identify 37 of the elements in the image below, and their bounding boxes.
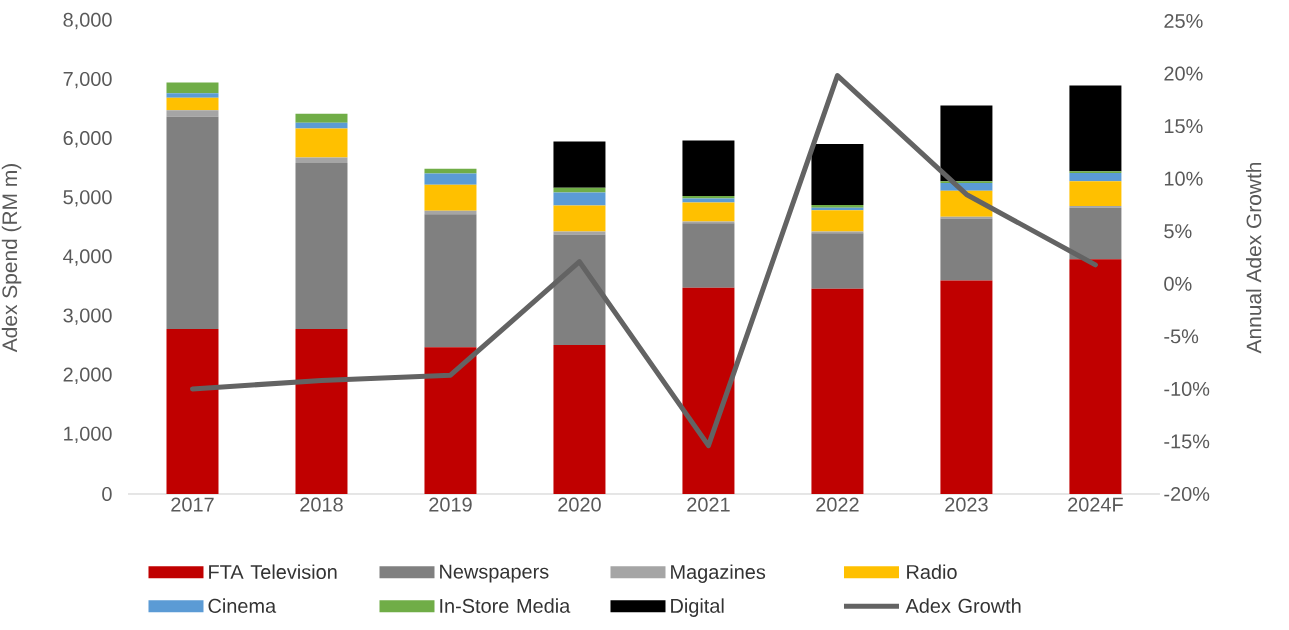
legend-label: Digital xyxy=(671,598,724,617)
legend-label: FTA Television xyxy=(209,564,337,580)
y-tick-label: 7,000 xyxy=(63,71,112,89)
y-tick-label: 8,000 xyxy=(63,12,112,30)
y2-tick-label: -15% xyxy=(1164,434,1210,449)
y2-tick-label: 5% xyxy=(1164,224,1192,239)
legend-label: Cinema xyxy=(208,598,277,613)
y-tick-label: 1,000 xyxy=(64,426,112,444)
y-tick-label: 5,000 xyxy=(63,190,112,207)
y2-tick-label: 15% xyxy=(1164,119,1203,134)
x-tick-label: 2017 xyxy=(171,497,214,512)
y2-tick-label: 20% xyxy=(1164,66,1203,81)
legend-label: Newspapers xyxy=(440,564,549,583)
y-tick-label: 6,000 xyxy=(63,131,112,148)
y2-tick-label: -10% xyxy=(1164,381,1210,396)
y-tick-label: 4,000 xyxy=(63,249,112,266)
legend-label: In-Store Media xyxy=(440,598,571,613)
y2-tick-label: 10% xyxy=(1164,171,1203,186)
legend-label: Radio xyxy=(907,564,957,580)
y2-tick-label: -20% xyxy=(1164,486,1210,502)
y-axis-title: Adex Spend (RM m) xyxy=(1,164,22,353)
x-tick-label: 2018 xyxy=(300,497,343,512)
y2-tick-label: 0% xyxy=(1164,276,1192,291)
legend-label: Adex Growth xyxy=(905,598,1021,613)
y2-tick-label: -5% xyxy=(1164,329,1199,344)
y2-tick-label: 25% xyxy=(1164,13,1203,29)
x-tick-label: 2019 xyxy=(429,497,472,512)
x-tick-label: 2021 xyxy=(687,497,730,512)
y2-axis-title: Annual Adex Growth xyxy=(1245,162,1262,354)
y-tick-label: 2,000 xyxy=(63,367,112,384)
y-tick-label: 3,000 xyxy=(63,308,112,325)
legend-label: Magazines xyxy=(671,564,766,583)
x-tick-label: 2023 xyxy=(945,497,988,512)
x-tick-label: 2020 xyxy=(558,497,601,512)
x-tick-label: 2022 xyxy=(816,497,859,512)
x-tick-label: 2024F xyxy=(1068,497,1123,512)
y-tick-label: 0 xyxy=(102,486,112,502)
